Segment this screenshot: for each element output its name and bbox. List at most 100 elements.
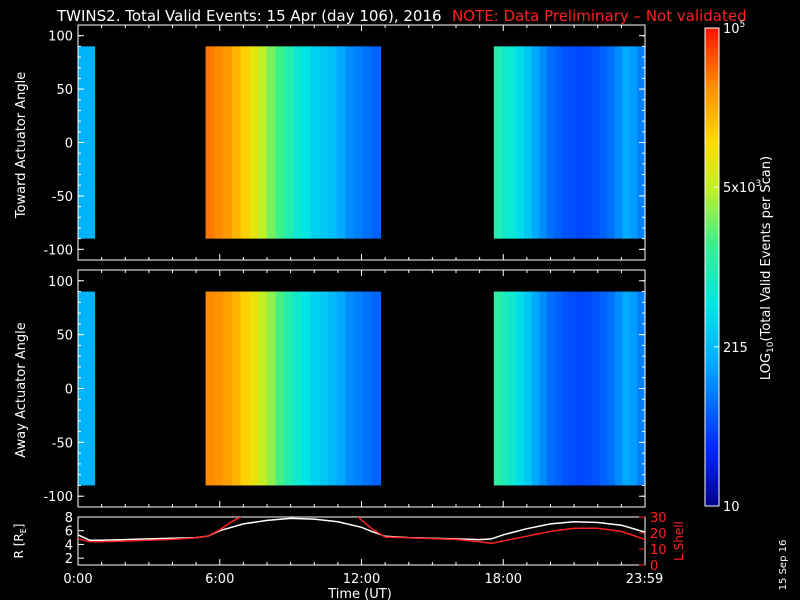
colorbar-cell xyxy=(705,179,719,184)
toward-heatmap-plot: 100 50 0 -50 -100 xyxy=(43,24,646,261)
x-tick-label: 6:00 xyxy=(205,572,234,587)
colorbar-cell xyxy=(705,474,719,479)
colorbar-cell xyxy=(705,191,719,196)
colorbar-cell xyxy=(705,386,719,391)
colorbar-cell xyxy=(705,143,719,148)
y-right-tick-label: 20 xyxy=(650,527,667,542)
heatmap-cell xyxy=(292,46,303,239)
colorbar-cell xyxy=(705,366,719,372)
colorbar-cell xyxy=(705,243,719,248)
heatmap-cell xyxy=(508,46,518,239)
colorbar-cell xyxy=(705,338,719,344)
colorbar-cell xyxy=(705,326,719,332)
heatmap-cell xyxy=(592,46,601,239)
colorbar-label-sub: 10 xyxy=(766,341,776,353)
colorbar-cell xyxy=(705,354,719,360)
colorbar-cell xyxy=(705,239,719,244)
heatmap-cell xyxy=(310,291,320,486)
colorbar-cell xyxy=(705,203,719,208)
radius-ylabel-main: R [R xyxy=(12,533,26,558)
colorbar-frame xyxy=(704,27,720,507)
colorbar-cell xyxy=(705,414,719,419)
colorbar-cell xyxy=(705,207,719,212)
colorbar-cell xyxy=(705,422,719,427)
away-ylabel: Away Actuator Angle xyxy=(14,322,29,457)
heatmap-cell xyxy=(249,291,259,486)
colorbar-cell xyxy=(705,123,719,129)
colorbar-cell xyxy=(705,434,719,439)
heatmap-cell xyxy=(531,46,540,239)
colorbar-cell xyxy=(705,498,719,503)
colorbar-cell xyxy=(705,410,719,415)
colorbar-cell xyxy=(705,211,719,216)
heatmap-cell xyxy=(629,291,639,486)
radius-ylabel: R [RE] xyxy=(12,524,28,559)
x-tick-label: 0:00 xyxy=(63,572,92,587)
colorbar-cell xyxy=(705,227,719,232)
l-shell-series-line xyxy=(78,517,243,543)
colorbar-tick-label: 5x103 xyxy=(723,179,761,196)
heatmap-cell xyxy=(546,291,555,486)
heatmap-cell xyxy=(345,291,355,486)
y-tick-label: 6 xyxy=(65,525,73,540)
heatmap-cell xyxy=(576,46,586,239)
heatmap-cell xyxy=(354,291,364,486)
colorbar-cell xyxy=(705,462,719,467)
heatmap-cell xyxy=(78,291,96,486)
colorbar-cell xyxy=(705,478,719,483)
plot-frame xyxy=(77,516,646,566)
heatmap-cell xyxy=(284,46,294,239)
x-tick-label: 23:59 xyxy=(626,572,663,587)
y-tick-label: -100 xyxy=(43,490,73,505)
colorbar-cell xyxy=(705,71,719,77)
heatmap-cell xyxy=(258,46,268,239)
colorbar-cell xyxy=(705,43,719,49)
colorbar-cell xyxy=(705,294,719,300)
colorbar-cell xyxy=(705,215,719,220)
colorbar-cell xyxy=(705,163,719,168)
radius-series-line xyxy=(78,517,645,542)
y-tick-label: 8 xyxy=(65,511,73,526)
x-tick-label: 18:00 xyxy=(485,572,522,587)
heatmap-cell xyxy=(584,291,593,486)
colorbar-cell xyxy=(705,466,719,471)
heatmap-cell xyxy=(249,46,259,239)
y-right-tick-label: 0 xyxy=(650,559,658,574)
colorbar-cell xyxy=(705,446,719,451)
y-tick-label: -100 xyxy=(43,243,73,258)
colorbar-cell xyxy=(705,330,719,336)
heatmap-cell xyxy=(371,46,381,239)
heatmap-cell xyxy=(336,46,347,239)
heatmap-cell xyxy=(539,46,548,239)
heatmap-cell xyxy=(561,46,570,239)
y-tick-label: -50 xyxy=(52,436,73,451)
colorbar-cell xyxy=(705,402,719,407)
heatmap-cell xyxy=(231,291,242,486)
x-axis-label: Time (UT) xyxy=(327,587,392,600)
heatmap-cell xyxy=(319,46,329,239)
heatmap-cell xyxy=(607,46,616,239)
heatmap-cell xyxy=(223,46,233,239)
heatmap-cell xyxy=(599,46,608,239)
heatmap-cell xyxy=(327,46,338,239)
colorbar-cell xyxy=(705,278,719,284)
colorbar-cell xyxy=(705,358,719,364)
colorbar-cell xyxy=(705,502,719,507)
colorbar-cell xyxy=(705,310,719,316)
colorbar-tick-base: 10 xyxy=(723,22,740,37)
colorbar-cell xyxy=(705,107,719,113)
colorbar-cell xyxy=(705,139,719,145)
colorbar-cell xyxy=(705,458,719,463)
colorbar-cell xyxy=(705,187,719,192)
heatmap-cell xyxy=(516,291,525,486)
colorbar-cell xyxy=(705,426,719,431)
colorbar-tick-exponent: 3 xyxy=(756,179,762,189)
l-shell-series-line xyxy=(357,517,645,545)
colorbar-cell xyxy=(705,251,719,256)
colorbar-cell xyxy=(705,430,719,435)
radius-ylabel-sub: E xyxy=(19,528,28,533)
colorbar-cell xyxy=(705,127,719,133)
colorbar-cell xyxy=(705,370,719,376)
side-date: 15 Sep 16 xyxy=(778,540,789,591)
